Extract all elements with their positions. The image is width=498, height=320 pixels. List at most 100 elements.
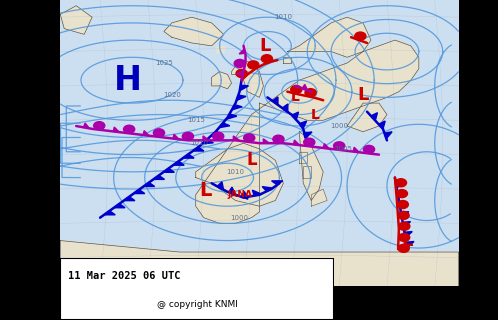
- Polygon shape: [371, 113, 377, 121]
- Polygon shape: [378, 121, 385, 129]
- Polygon shape: [193, 147, 204, 151]
- Text: L: L: [358, 85, 369, 103]
- Polygon shape: [282, 104, 288, 112]
- Polygon shape: [217, 182, 224, 190]
- Polygon shape: [399, 202, 407, 208]
- Polygon shape: [293, 140, 299, 145]
- FancyBboxPatch shape: [60, 258, 334, 320]
- Circle shape: [273, 135, 284, 143]
- Circle shape: [213, 132, 224, 140]
- Polygon shape: [241, 192, 248, 199]
- Polygon shape: [84, 123, 90, 128]
- Polygon shape: [232, 105, 242, 110]
- Text: 1020: 1020: [163, 92, 181, 98]
- Polygon shape: [397, 192, 405, 198]
- Polygon shape: [196, 40, 419, 223]
- Circle shape: [234, 60, 246, 68]
- Polygon shape: [384, 132, 392, 139]
- Text: L: L: [401, 232, 412, 250]
- Text: 1010: 1010: [274, 14, 292, 20]
- Polygon shape: [234, 136, 240, 140]
- Polygon shape: [299, 132, 323, 200]
- Polygon shape: [300, 121, 307, 129]
- Text: @ copyright KNMI: @ copyright KNMI: [157, 300, 238, 309]
- Text: H: H: [114, 64, 142, 97]
- Polygon shape: [164, 17, 224, 46]
- Text: 1005: 1005: [334, 146, 352, 152]
- Polygon shape: [143, 182, 155, 187]
- Polygon shape: [262, 187, 273, 191]
- Text: L: L: [260, 37, 271, 55]
- Polygon shape: [227, 114, 237, 119]
- Polygon shape: [347, 103, 387, 132]
- Circle shape: [248, 61, 259, 69]
- Polygon shape: [219, 123, 230, 128]
- Circle shape: [304, 138, 315, 146]
- Text: 1010: 1010: [227, 169, 245, 175]
- Polygon shape: [153, 175, 164, 180]
- Circle shape: [261, 55, 272, 63]
- Polygon shape: [353, 147, 359, 152]
- Text: L: L: [291, 90, 300, 104]
- Circle shape: [398, 234, 410, 242]
- Polygon shape: [299, 152, 307, 163]
- Polygon shape: [287, 17, 371, 57]
- Polygon shape: [283, 57, 291, 63]
- Polygon shape: [114, 204, 125, 208]
- Polygon shape: [104, 211, 115, 215]
- Polygon shape: [272, 97, 278, 105]
- Polygon shape: [183, 154, 194, 158]
- Polygon shape: [113, 127, 120, 132]
- Polygon shape: [232, 60, 263, 97]
- Polygon shape: [202, 139, 213, 144]
- Polygon shape: [212, 72, 232, 89]
- Polygon shape: [240, 85, 249, 91]
- Polygon shape: [292, 112, 298, 120]
- Text: 1015: 1015: [187, 117, 205, 123]
- Polygon shape: [173, 161, 184, 165]
- Polygon shape: [163, 168, 174, 172]
- Polygon shape: [304, 132, 312, 139]
- Circle shape: [398, 212, 409, 220]
- Polygon shape: [311, 189, 327, 206]
- Circle shape: [182, 132, 194, 140]
- Polygon shape: [302, 84, 308, 90]
- Polygon shape: [271, 181, 283, 185]
- Polygon shape: [237, 70, 244, 75]
- Polygon shape: [401, 212, 409, 218]
- Polygon shape: [303, 166, 311, 178]
- Circle shape: [396, 190, 407, 198]
- Text: JANA: JANA: [228, 190, 252, 199]
- Text: 1000: 1000: [330, 123, 348, 129]
- Polygon shape: [239, 49, 245, 54]
- Polygon shape: [404, 232, 412, 238]
- Polygon shape: [216, 46, 224, 52]
- Polygon shape: [173, 134, 179, 139]
- Circle shape: [395, 179, 406, 187]
- Polygon shape: [196, 143, 283, 206]
- Circle shape: [94, 122, 105, 130]
- Text: 1025: 1025: [155, 60, 173, 66]
- Polygon shape: [124, 197, 135, 201]
- Circle shape: [291, 85, 302, 93]
- Polygon shape: [229, 187, 236, 195]
- Circle shape: [355, 32, 366, 40]
- Polygon shape: [396, 182, 403, 188]
- Circle shape: [124, 125, 134, 133]
- Polygon shape: [203, 136, 209, 140]
- Polygon shape: [143, 131, 149, 136]
- Circle shape: [397, 201, 408, 209]
- Circle shape: [153, 129, 164, 137]
- Polygon shape: [133, 189, 145, 194]
- Circle shape: [334, 142, 345, 150]
- Polygon shape: [252, 190, 262, 196]
- Polygon shape: [60, 241, 459, 286]
- Circle shape: [236, 69, 247, 77]
- Text: 1000: 1000: [231, 215, 249, 221]
- Circle shape: [305, 89, 316, 97]
- Polygon shape: [60, 6, 92, 34]
- Text: 1010: 1010: [191, 140, 209, 146]
- Text: L: L: [246, 151, 257, 169]
- Circle shape: [399, 222, 410, 230]
- Polygon shape: [237, 95, 246, 100]
